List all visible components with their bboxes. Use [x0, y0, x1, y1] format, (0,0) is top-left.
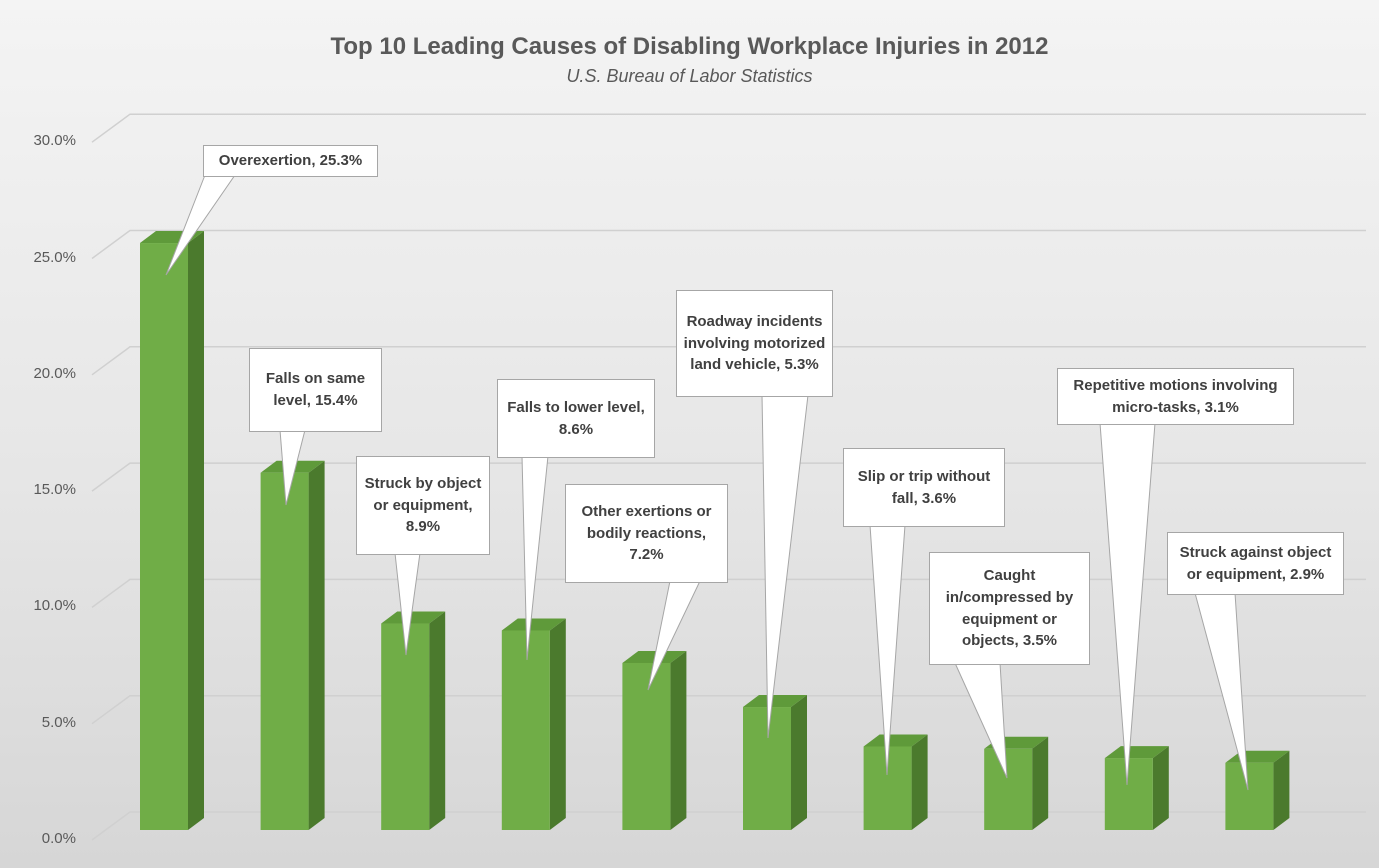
bar-side [1032, 736, 1049, 830]
data-label: Overexertion, 25.3% [203, 145, 378, 177]
bar [1104, 758, 1153, 830]
bar [743, 707, 791, 830]
bar-side [429, 611, 446, 830]
y-tick-label: 10.0% [33, 597, 76, 615]
y-tick-label: 20.0% [33, 364, 76, 382]
bar [381, 623, 430, 830]
bar-top [381, 611, 446, 624]
bar-side [188, 231, 204, 831]
data-label: Repetitive motions involving micro-tasks… [1057, 368, 1294, 425]
bar-side [670, 650, 687, 830]
callout-pointer [1099, 422, 1156, 786]
data-label: Struck against object or equipment, 2.9% [1167, 532, 1344, 595]
y-tick-label: 25.0% [33, 248, 76, 266]
gridline [91, 811, 1366, 841]
data-label: Caught in/compressed by equipment or obj… [929, 552, 1090, 665]
bar [501, 630, 550, 830]
y-tick-label: 15.0% [33, 481, 76, 499]
gridline [91, 113, 1366, 143]
bar [622, 662, 671, 830]
gridline [91, 346, 1366, 376]
chart-title: Top 10 Leading Causes of Disabling Workp… [330, 33, 1049, 60]
bar-top [743, 695, 807, 708]
y-tick-label: 0.0% [41, 830, 76, 847]
callout-pointer [1194, 592, 1249, 791]
bar [984, 748, 1033, 830]
bar-side [1273, 750, 1290, 830]
callout-pointer [954, 662, 1008, 779]
y-tick-label: 30.0% [33, 132, 76, 150]
gridline [91, 229, 1366, 260]
bar-side [549, 618, 566, 830]
bar-side [308, 460, 325, 830]
data-label: Falls to lower level, 8.6% [497, 379, 655, 458]
chart-subtitle: U.S. Bureau of Labor Statistics [566, 66, 813, 86]
gridline [91, 694, 1366, 725]
data-label: Roadway incidents involving motorized la… [676, 290, 833, 397]
data-label: Falls on same level, 15.4% [249, 348, 382, 432]
bar [140, 243, 188, 831]
bar [260, 472, 309, 830]
bar-side [911, 734, 928, 830]
data-label: Other exertions or bodily reactions, 7.2… [565, 484, 728, 583]
callout-pointer [761, 394, 809, 739]
bar-side [1152, 746, 1169, 830]
bar-top [501, 618, 566, 631]
bar-top [1104, 746, 1169, 759]
y-tick-label: 5.0% [41, 713, 76, 731]
data-label: Slip or trip without fall, 3.6% [843, 448, 1005, 527]
bar [1225, 762, 1274, 830]
data-label: Struck by object or equipment, 8.9% [356, 456, 490, 555]
bar-side [791, 695, 807, 830]
bar-top [863, 734, 928, 747]
